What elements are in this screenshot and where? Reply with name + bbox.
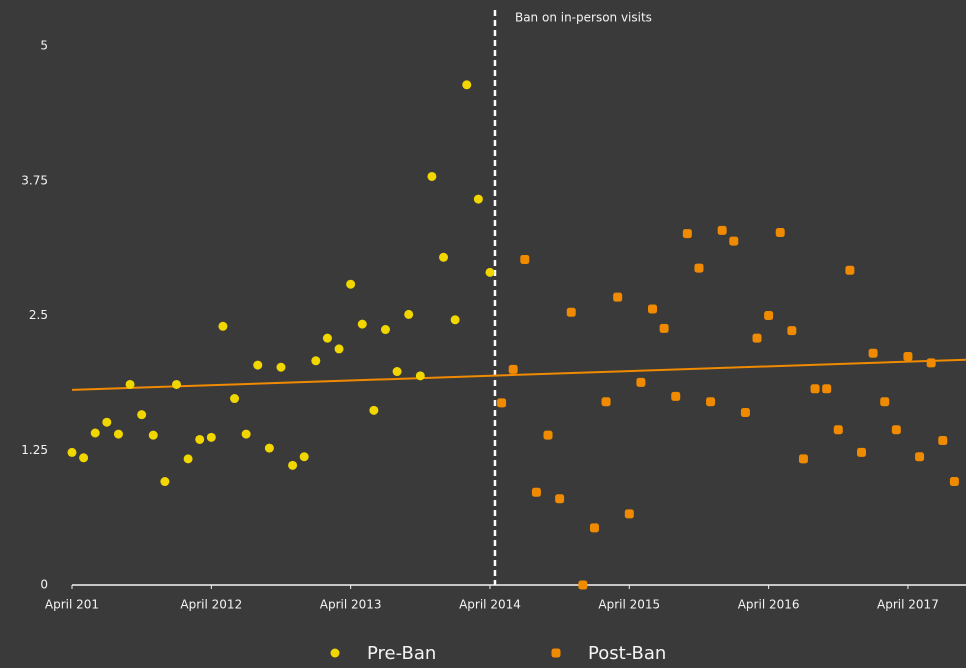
point [253, 360, 263, 370]
point [183, 454, 193, 464]
x-tick-label: April 201 [45, 598, 99, 612]
point [706, 397, 716, 407]
point [462, 80, 472, 90]
point [137, 410, 147, 420]
point [264, 443, 274, 453]
point [102, 417, 112, 427]
point [764, 311, 774, 320]
point [543, 430, 553, 440]
point [439, 252, 449, 262]
x-tick-label: April 2014 [459, 598, 521, 612]
point [206, 432, 216, 442]
point [868, 348, 878, 358]
point [798, 454, 808, 464]
point [601, 397, 611, 407]
point [555, 494, 565, 504]
point [949, 477, 959, 487]
point [392, 367, 402, 377]
point [729, 236, 739, 246]
point [671, 391, 681, 401]
point [915, 452, 925, 462]
point [624, 509, 634, 519]
point [694, 263, 704, 273]
point [822, 384, 832, 394]
point [369, 405, 379, 415]
y-tick-label: 5 [40, 39, 48, 53]
point [79, 453, 89, 463]
point [926, 358, 936, 368]
point [288, 460, 298, 470]
point [404, 309, 414, 319]
point [322, 333, 332, 343]
point [299, 452, 309, 462]
point [566, 307, 576, 317]
point [682, 229, 692, 239]
point [717, 225, 727, 235]
point [880, 397, 890, 407]
point [938, 436, 948, 446]
x-tick-label: April 2015 [598, 598, 660, 612]
point [113, 429, 123, 439]
point [497, 398, 507, 408]
point [218, 321, 228, 331]
point [148, 430, 158, 440]
point [613, 292, 623, 302]
point [160, 477, 170, 487]
legend-marker [330, 648, 340, 658]
point [311, 356, 321, 366]
point [195, 434, 205, 444]
point [636, 377, 646, 387]
x-tick-label: April 2012 [180, 598, 242, 612]
point [810, 384, 820, 394]
point [845, 265, 855, 275]
point [740, 408, 750, 418]
point [230, 394, 240, 404]
x-tick-label: April 2017 [877, 598, 939, 612]
point [346, 279, 356, 289]
point [276, 362, 286, 372]
point [380, 325, 390, 335]
point [125, 379, 135, 389]
point [450, 315, 460, 325]
y-tick-label: 3.75 [21, 173, 48, 187]
point [171, 379, 181, 389]
trend-line [71, 358, 966, 391]
point [427, 171, 437, 181]
point [334, 344, 344, 354]
point [833, 425, 843, 435]
point [241, 429, 251, 439]
y-tick-label: 2.5 [29, 308, 48, 322]
point [752, 333, 762, 343]
point [508, 364, 518, 374]
point [415, 371, 425, 381]
point [659, 323, 669, 333]
y-tick-label: 0 [40, 578, 48, 592]
point [857, 447, 867, 457]
x-tick-label: April 2016 [738, 598, 800, 612]
point [775, 227, 785, 237]
point [357, 319, 367, 329]
legend-marker [551, 648, 561, 658]
point [67, 447, 77, 457]
point [473, 194, 483, 204]
legend-label: Pre-Ban [367, 643, 436, 664]
point [520, 254, 530, 264]
point [531, 487, 541, 497]
point [578, 580, 588, 590]
point [90, 428, 100, 438]
x-tick-label: April 2013 [320, 598, 382, 612]
annotation: Ban on in-person visits [515, 11, 652, 25]
point [485, 267, 495, 277]
point [589, 523, 599, 533]
legend-label: Post-Ban [588, 643, 666, 664]
point [648, 304, 658, 314]
point [787, 326, 797, 336]
point [903, 351, 913, 361]
point [891, 425, 901, 435]
y-tick-label: 1.25 [21, 443, 48, 457]
